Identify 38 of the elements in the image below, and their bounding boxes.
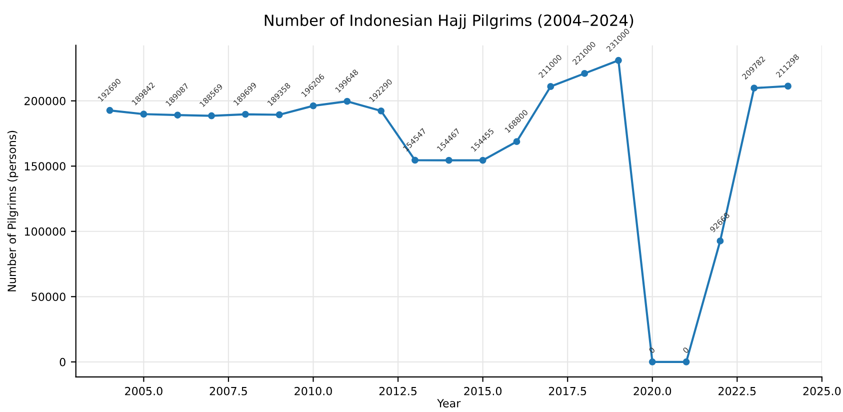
point: [445, 156, 452, 164]
y-tick-label: 0: [60, 358, 66, 366]
point: [750, 84, 758, 92]
y-tick-label: 50000: [32, 292, 66, 302]
point: [344, 98, 351, 105]
point: [581, 70, 588, 77]
point: [716, 237, 724, 244]
point: [682, 358, 690, 366]
point: [310, 102, 317, 110]
point: [106, 106, 114, 114]
point: [174, 112, 182, 119]
y-tick-label: 150000: [24, 162, 66, 170]
x-tick-label: 2020.0: [634, 386, 672, 396]
point: [513, 138, 520, 146]
point: [547, 83, 554, 90]
point: [412, 156, 418, 164]
point: [140, 110, 148, 118]
x-tick-label: 2025.0: [803, 386, 841, 396]
x-tick-label: 2022.5: [718, 386, 756, 396]
point: [479, 156, 486, 164]
point: [208, 112, 215, 120]
x-tick-label: 2010.0: [294, 386, 332, 396]
y-tick-label: 100000: [24, 227, 66, 236]
x-tick-label: 2017.5: [548, 386, 586, 396]
point: [784, 82, 792, 90]
y-axis-title: Number of Pilgrims (persons): [7, 130, 18, 292]
x-tick-label: 2015.0: [464, 386, 502, 396]
point: [276, 111, 283, 118]
x-axis-title: Year: [437, 399, 461, 408]
x-tick-label: 2007.5: [210, 386, 247, 396]
point: [242, 110, 249, 118]
y-tick-label: 200000: [24, 96, 66, 106]
chart-title: Number of Indonesian Hajj Pilgrims (2004–2024): [264, 14, 634, 30]
point: [378, 107, 385, 114]
x-tick-label: 2005.0: [125, 386, 162, 396]
point: [614, 56, 622, 64]
point: [648, 358, 656, 366]
x-tick-label: 2012.5: [379, 386, 416, 396]
